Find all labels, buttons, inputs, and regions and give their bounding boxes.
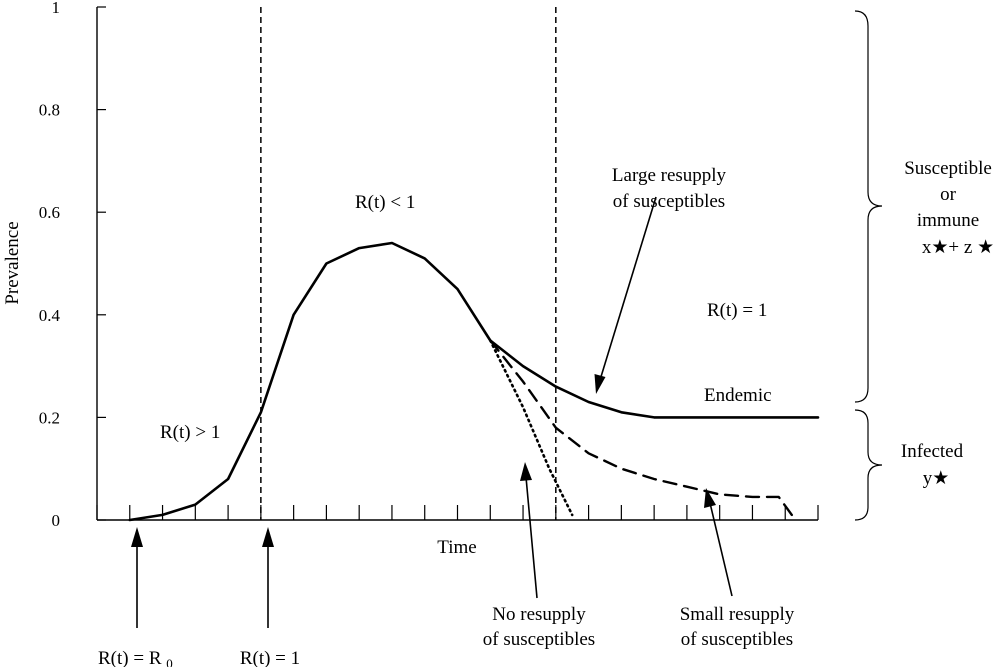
y-tick-label: 0.6	[39, 203, 60, 222]
x-axis-ticks	[96, 505, 819, 520]
arrow-small-resupply	[704, 488, 733, 597]
label-r-greater-than-1: R(t) > 1	[160, 422, 220, 443]
brace-label-y: y★	[923, 468, 950, 489]
label-small-resupply-1: Small resupply	[680, 604, 795, 625]
y-axis-title: Prevalence	[2, 221, 23, 304]
label-r-equals-1-arrow: R(t) = 1	[240, 648, 300, 667]
label-large-resupply-2: of susceptibles	[613, 191, 725, 212]
arrow-large-resupply	[594, 196, 657, 394]
brace-label-infected: Infected	[901, 441, 964, 462]
label-r-equals-r0-main: R(t) = R	[98, 648, 162, 667]
y-tick-label: 0.4	[39, 306, 61, 325]
label-no-resupply-1: No resupply	[492, 604, 586, 625]
arrow-no-resupply	[520, 462, 538, 599]
phase-boundary-lines	[260, 7, 557, 520]
y-tick-label: 0.2	[39, 408, 60, 427]
label-no-resupply-2: of susceptibles	[483, 629, 595, 650]
x-axis-title: Time	[437, 537, 476, 558]
brace-infected	[854, 409, 883, 521]
y-axis-ticks: 0 0.2 0.4 0.6 0.8 1	[39, 0, 106, 530]
label-r-equal-1-region: R(t) = 1	[707, 300, 767, 321]
series-solid-line	[128, 241, 820, 522]
brace-label-x-plus-z: x★+ z ★	[922, 237, 994, 258]
y-tick-label: 1	[52, 0, 61, 17]
label-r-less-than-1: R(t) < 1	[355, 192, 415, 213]
prevalence-curves	[128, 241, 820, 522]
brace-label-susceptible: Susceptible	[904, 158, 992, 179]
label-r-equals-r0: R(t) = R 0	[98, 648, 173, 667]
y-tick-label: 0	[52, 511, 61, 530]
series-dashed-line	[489, 339, 793, 517]
label-r-equals-r0-subscript: 0	[166, 656, 173, 667]
label-large-resupply-1: Large resupply	[612, 165, 727, 186]
brace-label-or: or	[940, 184, 957, 205]
label-small-resupply-2: of susceptibles	[681, 629, 793, 650]
brace-susceptible-immune	[854, 10, 883, 403]
y-tick-label: 0.8	[39, 101, 60, 120]
arrow-r-equals-1	[262, 527, 274, 628]
brace-label-immune: immune	[917, 210, 979, 231]
arrow-r-equals-r0	[131, 527, 143, 628]
series-dotted-line	[489, 339, 574, 517]
label-endemic: Endemic	[704, 385, 772, 406]
